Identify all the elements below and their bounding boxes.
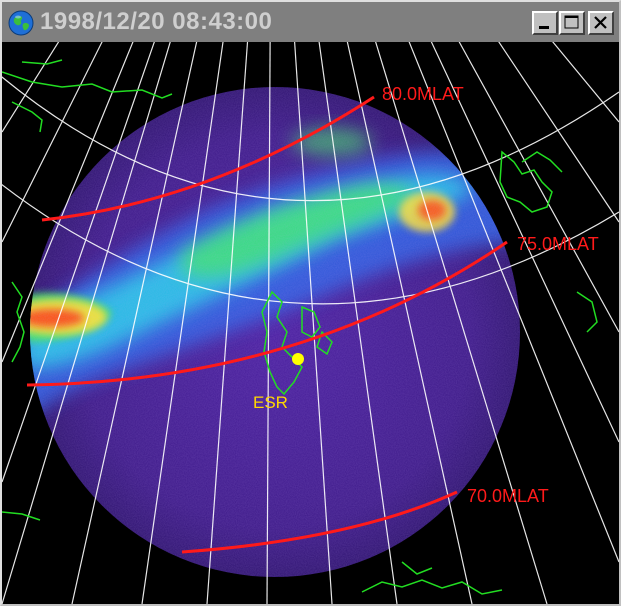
coastline (2, 59, 598, 595)
title-bar[interactable]: 1998/12/20 08:43:00 (2, 2, 619, 42)
mlat-label-80: 80.0MLAT (382, 84, 464, 104)
maximize-icon (564, 15, 579, 29)
close-button[interactable] (588, 11, 614, 35)
mlat-label-70: 70.0MLAT (467, 486, 549, 506)
mlat-75-line (26, 240, 508, 387)
station-marker[interactable] (292, 353, 304, 365)
close-icon (594, 16, 607, 29)
radar-disc (30, 87, 520, 577)
latitude-longitude-grid (2, 42, 619, 604)
minimize-button[interactable] (532, 11, 558, 35)
radar-map: 80.0MLAT 75.0MLAT 70.0MLAT ESR (2, 42, 619, 604)
mlat-contours (26, 95, 508, 554)
minimize-icon (539, 26, 549, 29)
mlat-80-line (41, 95, 375, 222)
station-label: ESR (253, 393, 288, 412)
mlat-70-line (181, 490, 458, 554)
mlat-label-75: 75.0MLAT (517, 234, 599, 254)
globe-icon (8, 10, 34, 36)
maximize-button[interactable] (559, 11, 585, 35)
radar-map-area[interactable]: 80.0MLAT 75.0MLAT 70.0MLAT ESR (2, 42, 619, 604)
window-title: 1998/12/20 08:43:00 (40, 8, 273, 35)
